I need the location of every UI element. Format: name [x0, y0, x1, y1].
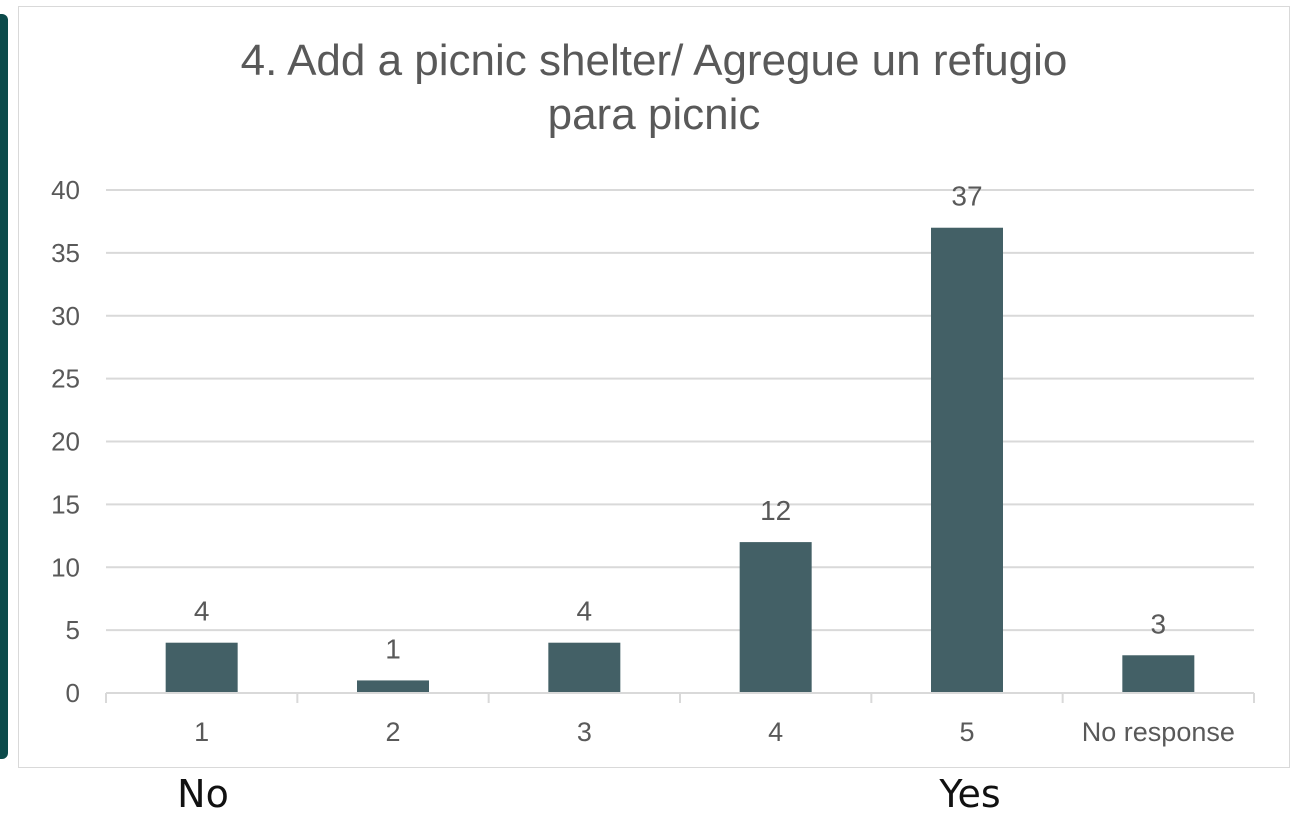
y-tick-label: 15 [51, 489, 80, 519]
chart-title-line1: 4. Add a picnic shelter/ Agregue un refu… [240, 36, 1068, 85]
y-tick-label: 10 [51, 552, 80, 582]
bar-3 [548, 642, 621, 693]
chart-title-line2: para picnic [547, 90, 761, 139]
bars [165, 227, 1195, 693]
gridlines [106, 189, 1254, 632]
below-label-yes: Yes [939, 772, 1001, 816]
x-tick-label: 1 [194, 717, 209, 747]
bar-1 [165, 642, 238, 693]
x-axis [105, 692, 1255, 703]
bar-5 [931, 227, 1003, 693]
data-labels: 4 1 4 12 37 3 [194, 181, 1166, 665]
bar-4 [739, 542, 812, 693]
bar-2 [357, 680, 429, 693]
x-axis-ticks: 1 2 3 4 5 No response [194, 717, 1235, 747]
y-axis-ticks: 0 5 10 15 20 25 30 35 40 [51, 175, 80, 708]
bar-no-response [1122, 655, 1195, 693]
x-tick-label: 4 [768, 717, 783, 747]
y-tick-label: 0 [66, 678, 80, 708]
x-tick-label: No response [1082, 717, 1235, 747]
accent-bar [0, 14, 8, 759]
y-tick-label: 20 [51, 427, 80, 457]
chart-frame [18, 6, 1290, 768]
y-tick-label: 35 [51, 238, 80, 268]
chart-title: 4. Add a picnic shelter/ Agregue un refu… [18, 34, 1290, 142]
x-tick-label: 3 [577, 717, 592, 747]
y-tick-label: 40 [51, 175, 80, 205]
y-tick-label: 5 [66, 615, 80, 645]
data-label: 12 [760, 495, 791, 526]
x-tick-label: 5 [959, 717, 974, 747]
data-label: 1 [385, 633, 401, 664]
y-tick-label: 25 [51, 364, 80, 394]
data-label: 37 [951, 181, 982, 212]
data-label: 4 [577, 596, 593, 627]
data-label: 3 [1151, 608, 1167, 639]
y-tick-label: 30 [51, 301, 80, 331]
data-label: 4 [194, 596, 210, 627]
below-label-no: No [177, 772, 229, 816]
x-tick-label: 2 [385, 717, 400, 747]
